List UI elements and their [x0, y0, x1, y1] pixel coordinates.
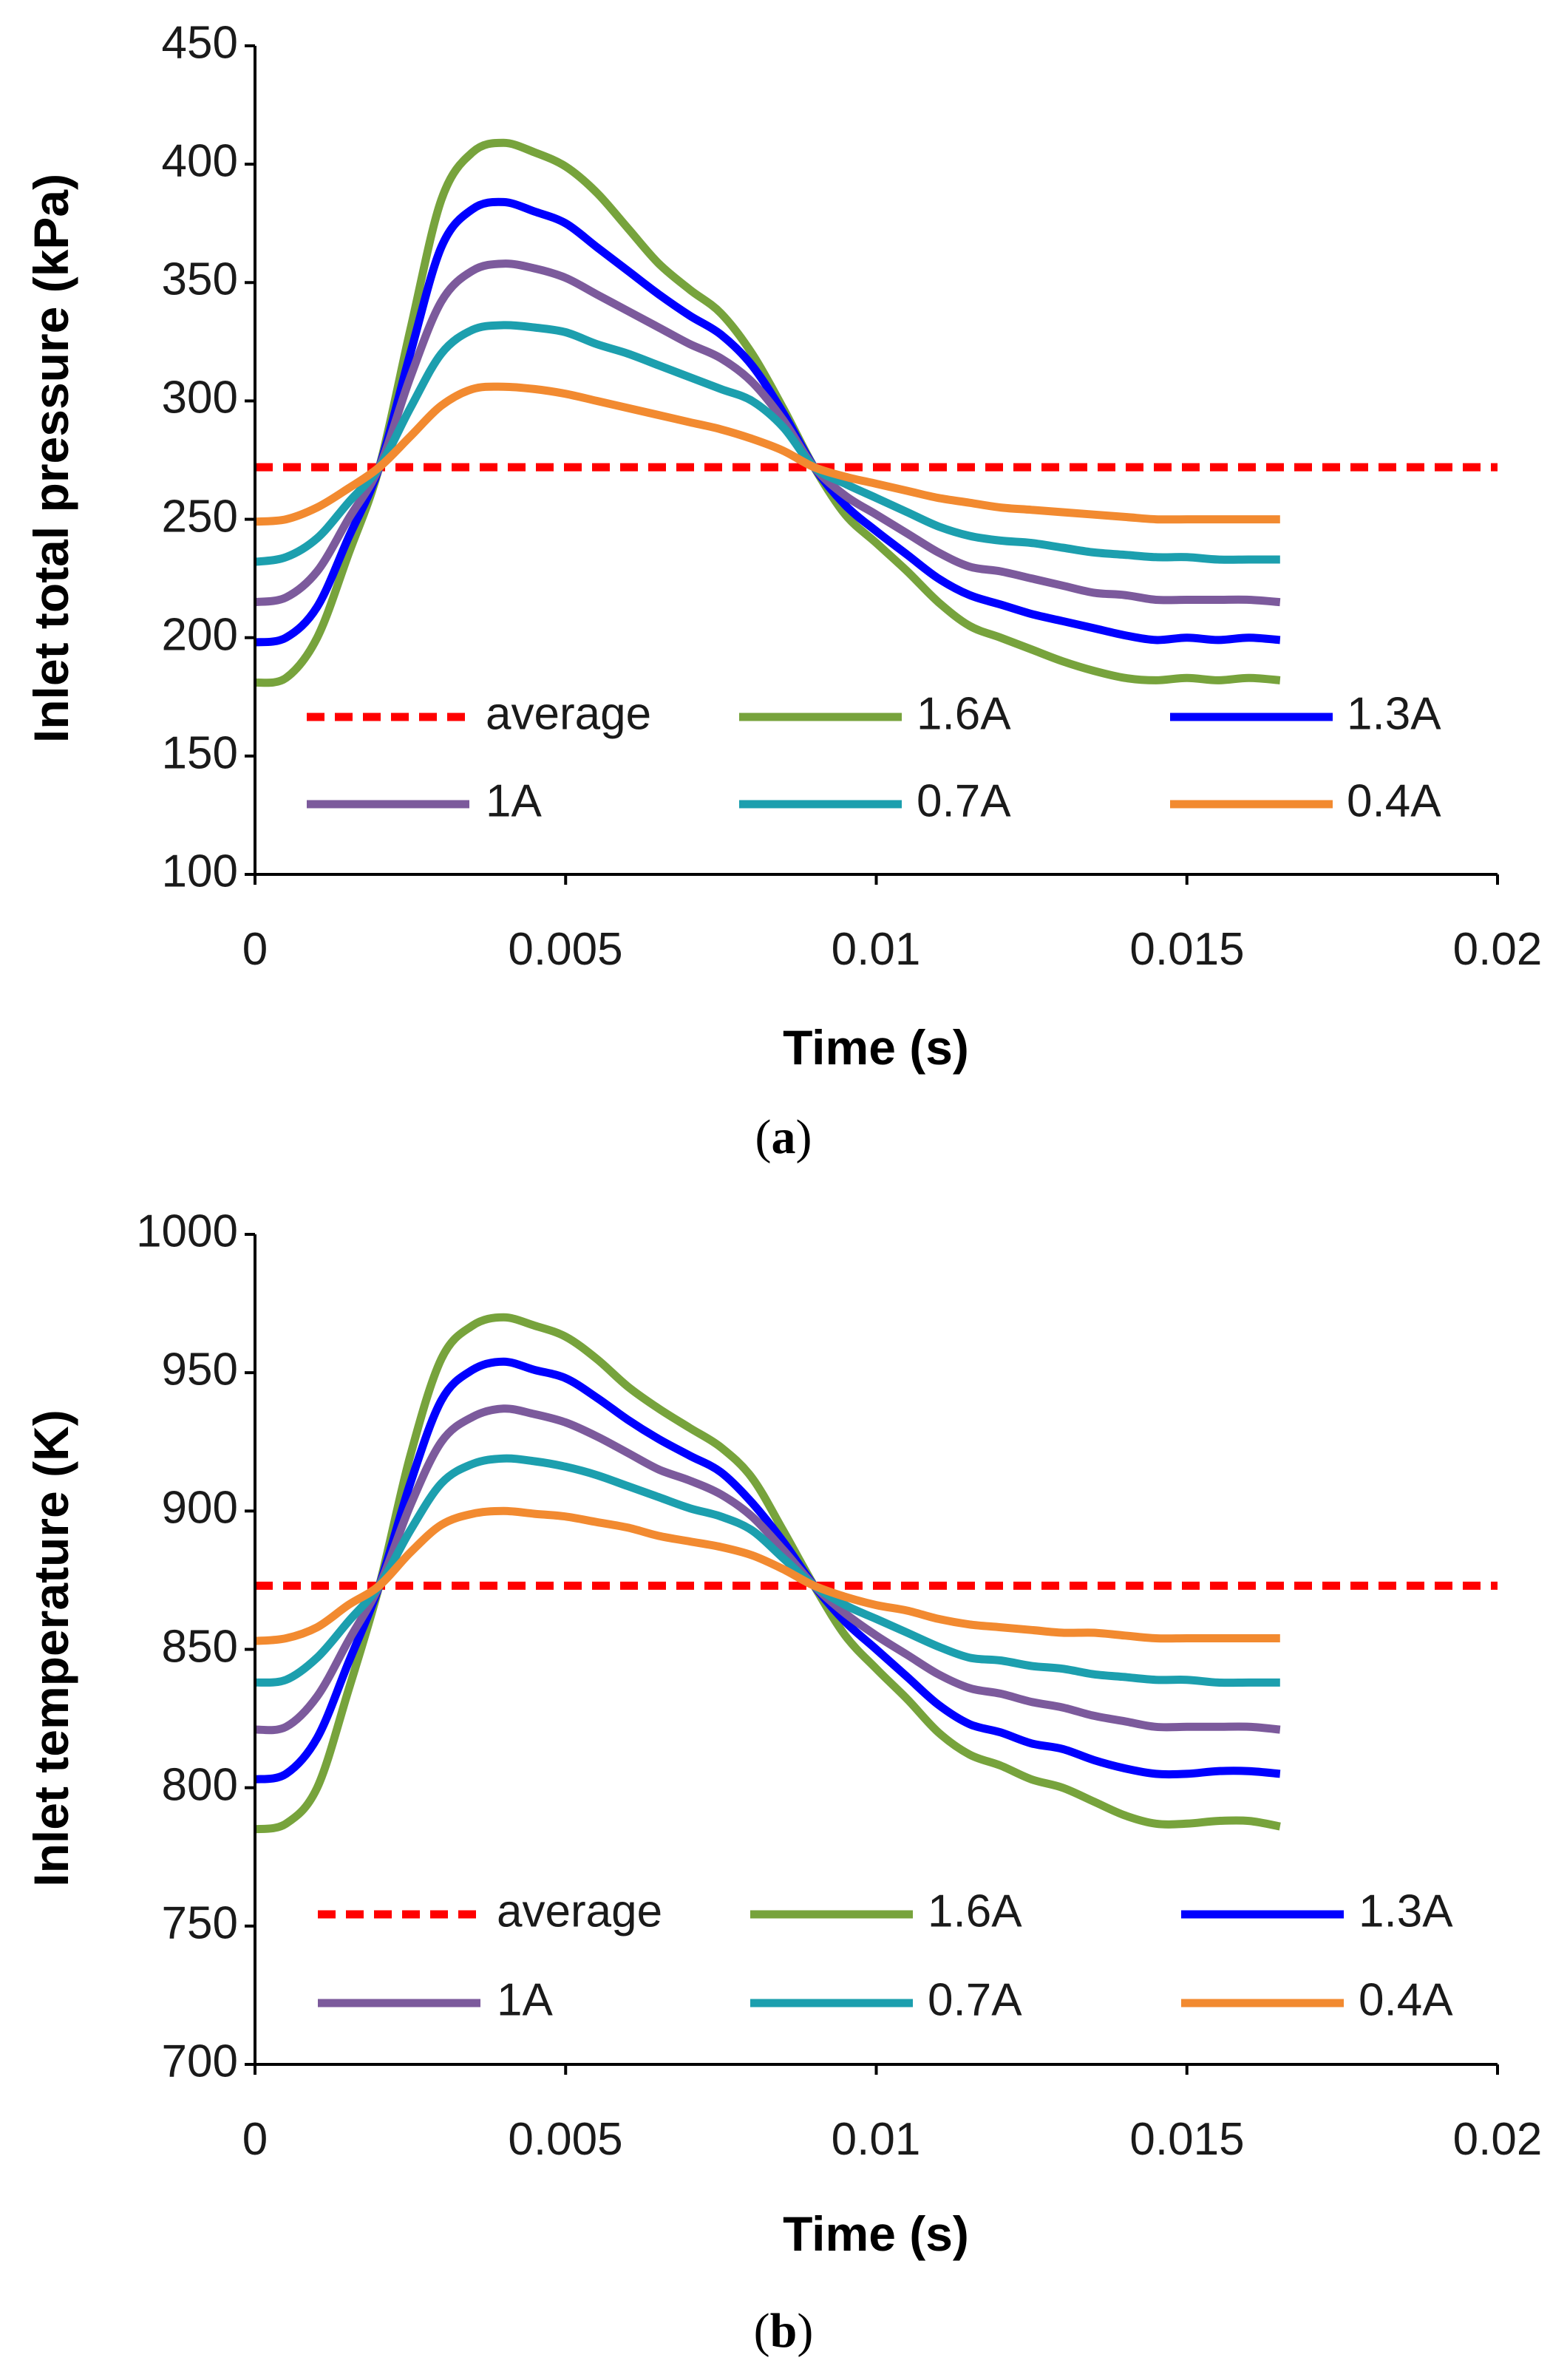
y-tick-label: 750: [162, 1897, 238, 1948]
series-line-1-3a: [254, 1357, 1281, 1784]
series-line-0-7a: [254, 1454, 1280, 1687]
y-tick-label: 900: [162, 1482, 238, 1533]
y-axis-title: Inlet temperature (K): [24, 1410, 78, 1886]
series-line-1-3a: [254, 197, 1281, 647]
x-tick-label: 0.005: [508, 2114, 622, 2165]
x-tick-label: 0.02: [1453, 2114, 1543, 2165]
y-tick-label: 800: [162, 1759, 238, 1810]
panel-b-legend: average 1.6A 1.3A 1A 0.7A 0.4A: [318, 1886, 1453, 2025]
series-line-1-6a: [254, 1313, 1281, 1834]
x-axis-title: Time (s): [783, 1020, 969, 1075]
x-axis-title: Time (s): [783, 2206, 969, 2261]
legend-label-1-3a: 1.3A: [1347, 688, 1441, 739]
y-tick-label: 950: [162, 1344, 238, 1395]
legend-label-1a: 1A: [486, 775, 542, 826]
series-line-1a: [254, 1404, 1281, 1735]
y-tick-label: 100: [162, 846, 238, 897]
legend-label-0-7a: 0.7A: [917, 775, 1011, 826]
y-axis-title: Inlet total pressure (kPa): [24, 174, 78, 743]
panel-b-caption: (b): [754, 2304, 814, 2358]
legend-label-1-6a: 1.6A: [917, 688, 1011, 739]
panel-b-chart: 700 750 800 850 900 950 1000 0 0.005 0.0…: [24, 1206, 1542, 2358]
panel-b-tick-marks: [245, 1233, 1499, 2075]
panel-a-caption: (a): [755, 1110, 812, 1164]
caption-letter: a: [772, 1110, 796, 1164]
y-tick-label: 350: [162, 254, 238, 305]
x-tick-label: 0: [242, 924, 268, 975]
y-tick-label: 150: [162, 727, 238, 778]
x-tick-label: 0.015: [1129, 2114, 1244, 2165]
panel-a-chart: 100 150 200 250 300 350 400 450 0 0.005 …: [24, 17, 1542, 1164]
panel-a-legend: average 1.6A 1.3A 1A 0.7A 0.4A: [307, 688, 1441, 826]
y-tick-label: 1000: [136, 1206, 238, 1257]
series-line-0-4a: [254, 382, 1280, 526]
series-line-0-7a: [254, 321, 1280, 566]
panel-a-lines: [254, 138, 1498, 687]
legend-label-0-7a: 0.7A: [928, 1974, 1022, 2025]
x-tick-label: 0.005: [508, 924, 622, 975]
y-tick-label: 250: [162, 491, 238, 542]
caption-letter: b: [770, 2304, 798, 2358]
series-line-1-6a: [254, 138, 1281, 687]
panel-a-tick-marks: [245, 44, 1499, 885]
y-tick-label: 450: [162, 17, 238, 68]
legend-label-0-4a: 0.4A: [1347, 775, 1441, 826]
y-tick-label: 200: [162, 609, 238, 660]
series-line-1a: [254, 259, 1281, 607]
x-tick-label: 0.015: [1129, 924, 1244, 975]
x-tick-label: 0.02: [1453, 924, 1543, 975]
panel-b-lines: [254, 1313, 1498, 1834]
y-tick-label: 400: [162, 135, 238, 186]
legend-label-average: average: [497, 1886, 662, 1937]
y-tick-label: 850: [162, 1621, 238, 1672]
y-tick-label: 700: [162, 2036, 238, 2087]
series-line-0-4a: [254, 1506, 1280, 1645]
x-tick-label: 0: [242, 2114, 268, 2165]
legend-label-1-3a: 1.3A: [1359, 1886, 1453, 1937]
x-tick-label: 0.01: [832, 2114, 921, 2165]
legend-label-1-6a: 1.6A: [928, 1886, 1022, 1937]
legend-label-average: average: [486, 688, 651, 739]
legend-label-0-4a: 0.4A: [1359, 1974, 1453, 2025]
y-tick-label: 300: [162, 372, 238, 423]
legend-label-1a: 1A: [497, 1974, 553, 2025]
x-tick-label: 0.01: [832, 924, 921, 975]
